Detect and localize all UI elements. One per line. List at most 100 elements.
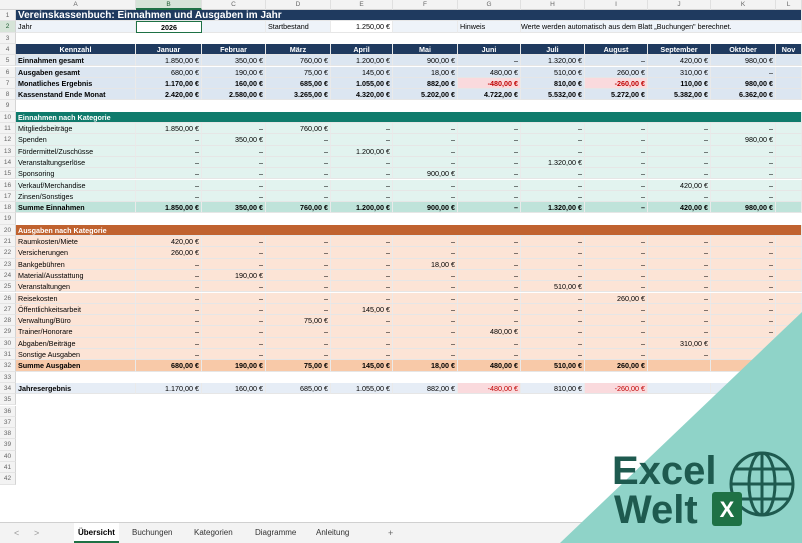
expense-value[interactable]: – <box>458 292 521 304</box>
kpi-value[interactable]: 4.722,00 € <box>458 89 521 101</box>
expense-sum-value[interactable]: 680,00 € <box>136 360 202 372</box>
expense-value[interactable]: – <box>521 247 585 259</box>
expense-value[interactable]: – <box>331 258 393 270</box>
expense-sum-value[interactable] <box>711 360 776 372</box>
expense-value[interactable]: – <box>136 258 202 270</box>
result-value[interactable] <box>648 382 711 395</box>
expense-category-label[interactable]: Reisekosten <box>16 292 136 304</box>
kpi-value[interactable]: 2.580,00 € <box>202 89 266 101</box>
row-number[interactable]: 25 <box>0 281 16 293</box>
income-category-label[interactable]: Mitgliedsbeiträge <box>16 123 136 135</box>
expense-value[interactable]: – <box>711 303 776 316</box>
expense-category-label[interactable]: Verwaltung/Büro <box>16 315 136 327</box>
expense-value[interactable]: – <box>711 247 776 259</box>
cell[interactable] <box>776 168 802 180</box>
kpi-value[interactable]: 1.170,00 € <box>136 77 202 90</box>
expense-value[interactable]: – <box>331 292 393 304</box>
row-number[interactable]: 41 <box>0 462 16 474</box>
expense-value[interactable]: – <box>202 349 266 361</box>
header-cell[interactable]: Juni <box>458 43 521 56</box>
kpi-value[interactable]: 4.320,00 € <box>331 89 393 101</box>
kpi-value[interactable]: 75,00 € <box>266 66 331 78</box>
income-value[interactable]: – <box>648 156 711 169</box>
kpi-value[interactable]: 980,00 € <box>711 77 776 90</box>
expense-value[interactable]: – <box>648 281 711 293</box>
expense-value[interactable]: – <box>648 292 711 304</box>
expense-value[interactable]: – <box>521 349 585 361</box>
income-category-label[interactable]: Fördermittel/Zuschüsse <box>16 145 136 157</box>
kpi-label[interactable]: Monatliches Ergebnis <box>16 77 136 90</box>
cell[interactable] <box>776 236 802 248</box>
expense-value[interactable]: – <box>711 337 776 349</box>
expense-value[interactable]: – <box>266 247 331 259</box>
expense-category-label[interactable]: Öffentlichkeitsarbeit <box>16 303 136 316</box>
expense-value[interactable]: – <box>458 315 521 327</box>
cell[interactable] <box>776 303 802 316</box>
expense-value[interactable]: – <box>711 292 776 304</box>
expense-value[interactable]: – <box>648 269 711 282</box>
cell[interactable] <box>202 21 266 33</box>
expense-value[interactable]: – <box>458 349 521 361</box>
row-number[interactable]: 24 <box>0 269 16 282</box>
income-value[interactable]: – <box>585 190 648 203</box>
expense-value[interactable]: – <box>521 292 585 304</box>
expense-value[interactable]: – <box>458 337 521 349</box>
income-value[interactable]: – <box>331 134 393 146</box>
cell[interactable] <box>776 247 802 259</box>
income-value[interactable]: – <box>393 134 458 146</box>
kpi-value[interactable]: 810,00 € <box>521 77 585 90</box>
expense-value[interactable]: – <box>521 315 585 327</box>
expense-value[interactable]: – <box>266 303 331 316</box>
row-number[interactable]: 19 <box>0 213 16 225</box>
hinweis-text[interactable]: Werte werden automatisch aus dem Blatt „… <box>521 21 802 33</box>
header-cell[interactable]: Kennzahl <box>16 43 136 56</box>
income-value[interactable]: – <box>458 134 521 146</box>
income-value[interactable]: – <box>202 168 266 180</box>
tab-uebersicht[interactable]: Übersicht <box>74 523 119 543</box>
expense-value[interactable]: 75,00 € <box>266 315 331 327</box>
kpi-value[interactable]: 510,00 € <box>521 66 585 78</box>
startbestand-label[interactable]: Startbestand <box>266 21 331 33</box>
income-value[interactable]: – <box>331 156 393 169</box>
income-value[interactable]: – <box>202 156 266 169</box>
expense-value[interactable]: – <box>648 326 711 338</box>
expense-value[interactable]: – <box>585 337 648 349</box>
income-value[interactable]: – <box>711 168 776 180</box>
kpi-value[interactable] <box>776 55 802 67</box>
income-value[interactable]: – <box>458 145 521 157</box>
row-number[interactable]: 3 <box>0 32 16 44</box>
income-value[interactable]: – <box>136 145 202 157</box>
expense-value[interactable]: 420,00 € <box>136 236 202 248</box>
income-sum-value[interactable]: – <box>585 202 648 214</box>
income-value[interactable]: – <box>458 190 521 203</box>
row-number[interactable]: 18 <box>0 202 16 214</box>
expense-category-label[interactable]: Trainer/Honorare <box>16 326 136 338</box>
startbestand-value[interactable]: 1.250,00 € <box>331 21 393 33</box>
jahr-input[interactable]: 2026 <box>136 21 202 33</box>
income-sum-value[interactable]: 980,00 € <box>711 202 776 214</box>
tab-diagramme[interactable]: Diagramme <box>255 528 297 537</box>
expense-value[interactable]: – <box>521 326 585 338</box>
cell[interactable] <box>776 258 802 270</box>
income-value[interactable]: – <box>521 168 585 180</box>
expense-value[interactable]: – <box>331 269 393 282</box>
row-number[interactable]: 14 <box>0 156 16 169</box>
row-number[interactable]: 42 <box>0 473 16 485</box>
income-value[interactable]: – <box>711 156 776 169</box>
expense-value[interactable]: – <box>458 269 521 282</box>
column-header-g[interactable]: G <box>458 0 521 10</box>
cell[interactable] <box>776 202 802 214</box>
tab-scroll-left-button[interactable]: < <box>14 528 20 538</box>
expense-value[interactable]: – <box>521 258 585 270</box>
expense-sum-value[interactable]: 190,00 € <box>202 360 266 372</box>
kpi-value[interactable]: 1.055,00 € <box>331 77 393 90</box>
tab-anleitung[interactable]: Anleitung <box>316 528 350 537</box>
kpi-value[interactable]: 900,00 € <box>393 55 458 67</box>
expense-value[interactable]: – <box>521 236 585 248</box>
income-value[interactable]: – <box>266 145 331 157</box>
expense-category-label[interactable]: Abgaben/Beiträge <box>16 337 136 349</box>
expense-sum-value[interactable] <box>648 360 711 372</box>
expense-value[interactable]: – <box>648 349 711 361</box>
income-value[interactable]: – <box>393 179 458 191</box>
tab-scroll-right-button[interactable]: > <box>34 528 40 538</box>
